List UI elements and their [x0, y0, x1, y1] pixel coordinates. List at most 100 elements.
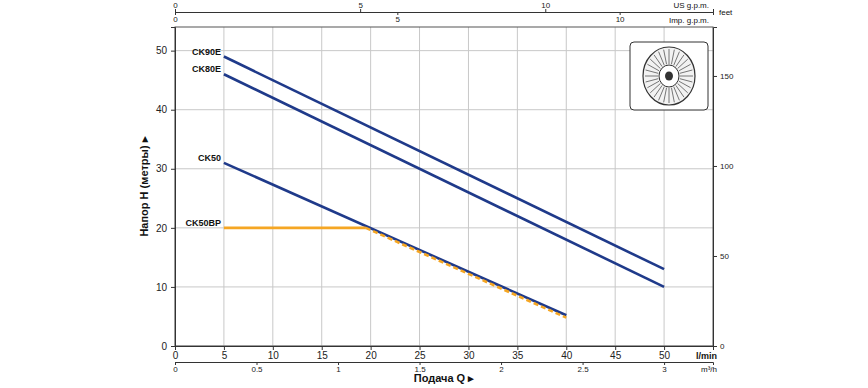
tick-label: 50 — [720, 252, 729, 261]
tick: 45 — [610, 346, 622, 361]
tick-mark — [713, 256, 717, 257]
tick-label: 25 — [414, 350, 426, 361]
tick: 5 — [222, 346, 228, 361]
icon-vane — [680, 70, 693, 73]
tick: 50 — [659, 346, 671, 361]
tick: 10 — [156, 282, 175, 293]
series-label: CK80E — [192, 64, 221, 74]
tick-label: 30 — [156, 163, 168, 174]
tick: 40 — [561, 346, 573, 361]
tick-label: 0 — [720, 342, 725, 351]
tick: 35 — [512, 346, 524, 361]
tick: 3 — [662, 362, 667, 374]
tick-label: 2 — [499, 365, 504, 374]
tick-label: 10 — [541, 1, 550, 10]
icon-vane — [679, 64, 691, 71]
tick-label: 5 — [396, 15, 401, 24]
series-line — [224, 57, 664, 270]
icon-vane — [669, 49, 670, 64]
tick-mark — [713, 346, 717, 347]
x-axis: 0 5 10 15 20 25 30 35 40 45 50 — [173, 346, 714, 361]
icon-shaft — [665, 72, 673, 81]
tick: 10 — [268, 346, 280, 361]
tick-label: 0 — [161, 341, 167, 352]
tick: 0 — [173, 346, 179, 361]
tick: 10 — [541, 1, 550, 12]
grid-line — [468, 27, 469, 346]
icon-vane — [671, 50, 674, 65]
tick-label: 100 — [720, 162, 734, 171]
tick-label: 10 — [268, 350, 280, 361]
tick: 1 — [336, 362, 341, 374]
tick-label: 0.5 — [251, 365, 263, 374]
icon-vane — [676, 55, 684, 67]
icon-vane — [646, 79, 659, 82]
icon-vane — [646, 70, 659, 73]
tick-label: 2.5 — [578, 365, 590, 374]
tick-label: 15 — [317, 350, 329, 361]
series-line — [224, 74, 664, 287]
series-label: CK50 — [198, 153, 221, 163]
tick: 50 — [156, 45, 175, 56]
grid-line — [615, 27, 616, 346]
y-axis-title: Напор H (метры) ▸ — [138, 136, 150, 236]
series-lines — [224, 57, 664, 318]
tick: 150 — [713, 72, 734, 81]
tick-mark — [171, 228, 175, 229]
tick-label: 0 — [173, 350, 179, 361]
icon-vane — [674, 87, 680, 101]
tick: 30 — [463, 346, 475, 361]
icon-vane — [659, 52, 665, 66]
grid-line — [321, 27, 322, 346]
tick-mark — [171, 110, 175, 111]
icon-vane — [680, 79, 693, 82]
tick-label: 150 — [720, 72, 734, 81]
icon-vane — [664, 50, 667, 65]
tick: 5 — [358, 1, 363, 12]
icon-vane — [645, 76, 658, 77]
series-label: CK50BP — [185, 218, 221, 228]
tick-label: 20 — [366, 350, 378, 361]
tick-mark — [171, 51, 175, 52]
tick-label: 0 — [173, 365, 178, 374]
tick: 0 — [173, 1, 178, 12]
icon-vane — [654, 85, 662, 97]
tick-label: 50 — [156, 45, 168, 56]
series-label: CK90E — [192, 47, 221, 57]
tick-label: 40 — [561, 350, 573, 361]
tick-label: 0 — [173, 1, 178, 10]
tick-label: 35 — [512, 350, 524, 361]
tick: 15 — [317, 346, 329, 361]
icon-vane — [647, 81, 659, 88]
tick: 25 — [414, 346, 426, 361]
tick: 30 — [156, 163, 175, 174]
grid-line — [370, 27, 371, 346]
x4-axis: 0510 — [173, 12, 713, 24]
tick-mark — [171, 287, 175, 288]
tick-mark — [713, 166, 717, 167]
axis-line — [176, 347, 714, 351]
tick: 2.5 — [578, 362, 590, 374]
tick-label: 30 — [463, 350, 475, 361]
axis-line — [176, 13, 714, 16]
tick-mark — [171, 169, 175, 170]
axis-line — [171, 28, 176, 347]
icon-box — [630, 42, 708, 110]
x2-axis-title: m³/h — [701, 365, 717, 374]
y2-axis-title: feet — [719, 8, 733, 17]
series-line — [366, 228, 567, 318]
icon-disc — [643, 47, 695, 105]
tick-label: 0 — [173, 15, 178, 24]
tick-label: 3 — [662, 365, 667, 374]
grid-line — [566, 27, 567, 346]
grid — [175, 27, 713, 346]
series-line — [224, 163, 566, 315]
tick: 0.5 — [251, 362, 263, 374]
grid-line — [419, 27, 420, 346]
icon-hub — [659, 65, 679, 87]
tick: 20 — [156, 223, 175, 234]
grid-line — [272, 27, 273, 346]
tick: 20 — [366, 346, 378, 361]
icon-vane — [664, 88, 667, 103]
plot-frame — [175, 27, 713, 346]
